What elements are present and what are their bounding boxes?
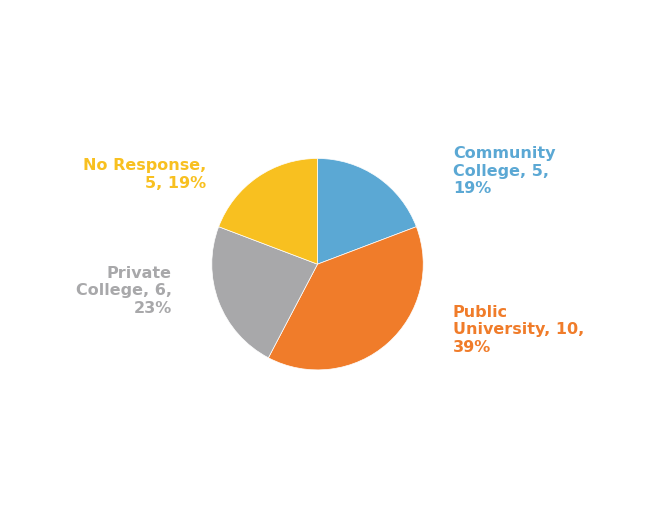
Text: Public
University, 10,
39%: Public University, 10, 39% — [453, 305, 584, 355]
Text: No Response,
5, 19%: No Response, 5, 19% — [83, 158, 207, 191]
Wedge shape — [218, 159, 318, 264]
Wedge shape — [212, 227, 318, 358]
Wedge shape — [318, 159, 417, 264]
Wedge shape — [268, 227, 423, 370]
Text: Private
College, 6,
23%: Private College, 6, 23% — [76, 266, 172, 315]
Text: Community
College, 5,
19%: Community College, 5, 19% — [453, 146, 555, 196]
